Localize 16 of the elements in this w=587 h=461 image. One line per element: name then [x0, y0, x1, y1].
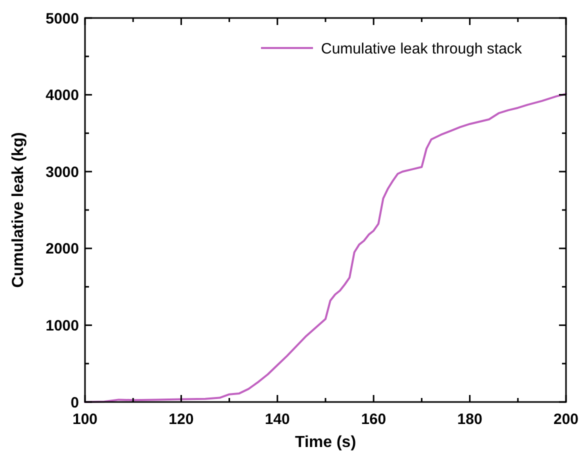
x-tick-label: 120 [168, 411, 194, 428]
y-tick-label: 0 [70, 394, 79, 412]
x-tick-label: 180 [457, 411, 482, 428]
line-series [84, 93, 567, 403]
y-tick-label: 1000 [46, 317, 79, 334]
y-tick-label: 5000 [46, 10, 79, 28]
x-tick-label: 100 [72, 411, 98, 428]
y-axis-title: Cumulative leak (kg) [10, 132, 27, 288]
y-tick-label: 2000 [46, 240, 79, 258]
legend-label: Cumulative leak through stack [321, 40, 522, 58]
x-tick-label: 200 [553, 411, 579, 428]
y-tick-label: 4000 [46, 87, 79, 104]
x-axis-title: Time (s) [294, 434, 356, 451]
y-tick-label: 3000 [46, 164, 79, 181]
x-tick-label: 160 [361, 411, 386, 428]
x-tick-label: 140 [264, 411, 290, 428]
